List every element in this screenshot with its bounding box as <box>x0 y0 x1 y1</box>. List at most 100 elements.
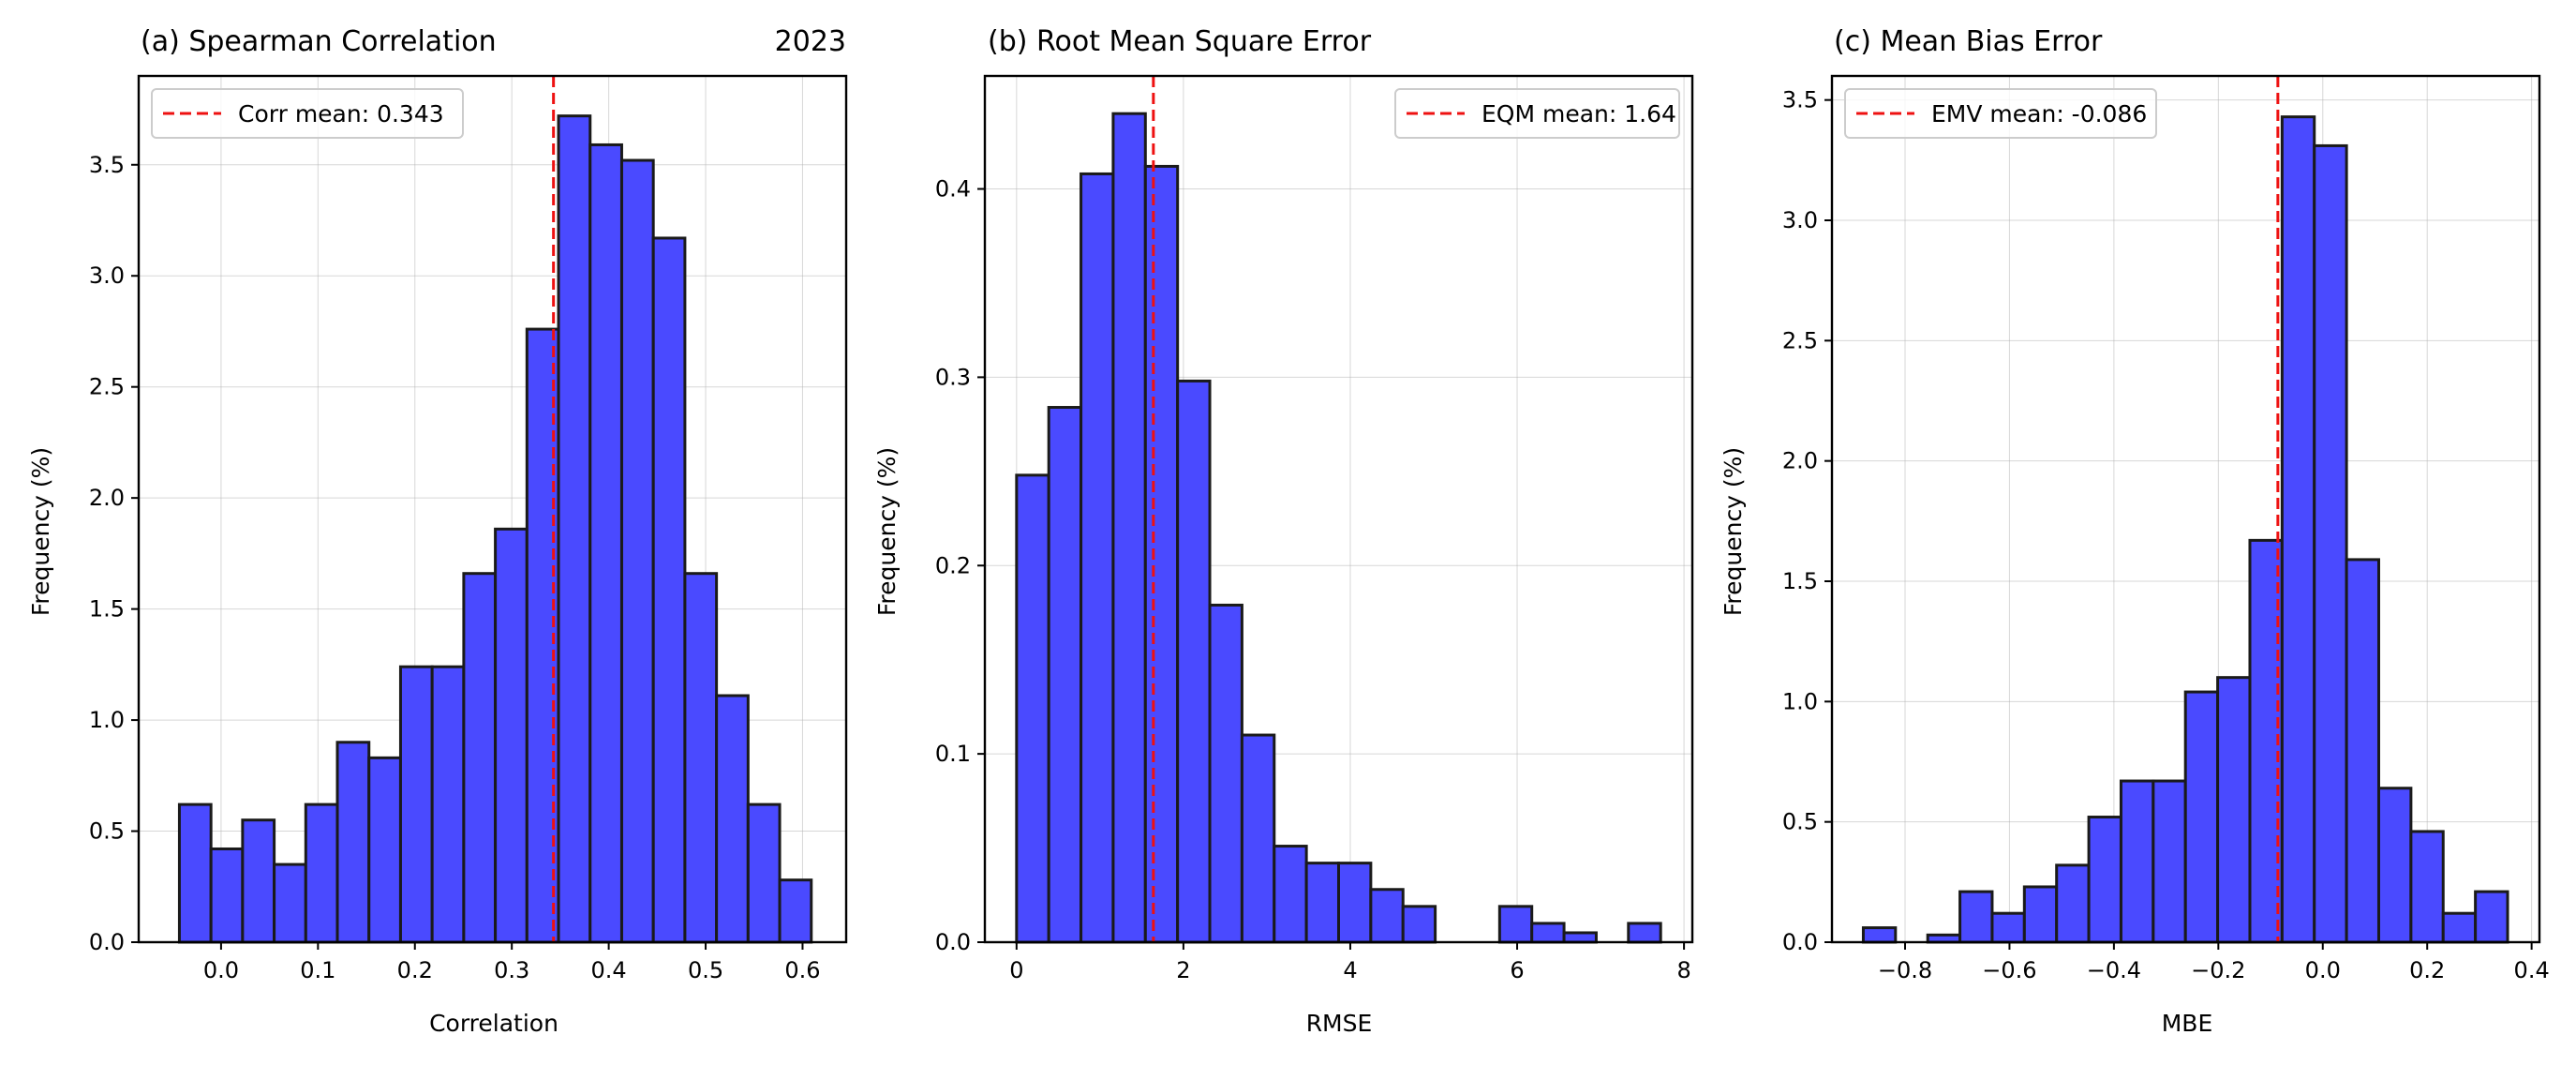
panel-b-bar-6 <box>1208 603 1243 944</box>
panel-b-legend-box <box>1394 88 1680 139</box>
panel-a-bar-2 <box>241 818 276 944</box>
panel-b-bar-10 <box>1337 862 1373 944</box>
panel-a-xtick-label-2: 0.2 <box>397 957 433 983</box>
panel-a-ytick-label-1: 0.5 <box>89 818 125 845</box>
panel-a-bar-14 <box>619 158 655 944</box>
panel-a-ytick-label-4: 2.0 <box>89 485 125 511</box>
panel-a-xtick-label-6: 0.6 <box>784 957 820 983</box>
panel-a-bar-5 <box>335 741 371 944</box>
panel-c-bar-0 <box>1861 926 1898 944</box>
panel-b-ylabel: Frequency (%) <box>873 447 901 616</box>
panel-b-bar-2 <box>1080 172 1115 944</box>
panel-a-bar-19 <box>778 878 813 944</box>
panel-b-bar-17 <box>1562 931 1598 944</box>
panel-a-xtick-label-5: 0.5 <box>688 957 723 983</box>
panel-a-ytick-label-0: 0.0 <box>89 929 125 955</box>
panel-c-bar-13 <box>2280 115 2316 944</box>
panel-b-bar-3 <box>1111 112 1147 944</box>
panel-a-bar-3 <box>273 862 307 944</box>
panel-a-bar-15 <box>651 236 687 944</box>
panel-b-xtick-label-1: 2 <box>1176 957 1190 983</box>
panel-a-bar-7 <box>398 665 434 944</box>
panel-b-xtick-label-2: 4 <box>1343 957 1357 983</box>
panel-b-legend: EQM mean: 1.64 <box>1394 88 1680 139</box>
panel-c-xtick-label-5: 0.2 <box>2409 957 2445 983</box>
panel-b-bar-9 <box>1304 862 1341 944</box>
panel-c-frame <box>1830 74 2541 944</box>
panel-a-xtick-label-0: 0.0 <box>203 957 239 983</box>
panel-c-legend: EMV mean: -0.086 <box>1844 88 2157 139</box>
panel-a-year: 2023 <box>775 25 846 58</box>
panel-c-legend-label: EMV mean: -0.086 <box>1931 100 2147 128</box>
panel-c-ylabel: Frequency (%) <box>1720 447 1747 616</box>
panel-b-ytick-label-4: 0.4 <box>935 176 971 202</box>
panel-c-xtick-label-1: −0.6 <box>1982 957 2036 983</box>
panel-c-bar-11 <box>2216 676 2252 944</box>
panel-c-ytick-label-4: 2.0 <box>1782 448 1818 474</box>
panel-b-xtick-label-4: 8 <box>1676 957 1690 983</box>
panel-a-ytick-label-7: 3.5 <box>89 152 125 178</box>
panel-c-bar-3 <box>1958 890 1994 944</box>
panel-a-frame <box>137 74 848 944</box>
panel-c-ytick-label-0: 0.0 <box>1782 929 1818 955</box>
panel-c-bar-16 <box>2376 787 2413 944</box>
panel-a-legend-label: Corr mean: 0.343 <box>238 100 444 128</box>
panel-c: (c) Mean Bias Error MBE Frequency (%) −0… <box>1720 25 2550 1037</box>
panel-c-bar-19 <box>2474 890 2509 944</box>
panel-b-bar-5 <box>1176 379 1212 944</box>
panel-c-bar-9 <box>2152 779 2187 944</box>
panel-a-bar-16 <box>683 572 719 944</box>
panel-a-legend-box <box>151 88 464 139</box>
panel-a-ytick-label-3: 1.5 <box>89 596 125 622</box>
panel-b-ytick-label-2: 0.2 <box>935 552 971 578</box>
panel-a-bar-8 <box>430 665 466 944</box>
panel-c-xtick-label-3: −0.2 <box>2191 957 2245 983</box>
panel-c-xtick-label-6: 0.4 <box>2514 957 2550 983</box>
panel-a-bar-0 <box>177 802 213 944</box>
panel-a-ylabel: Frequency (%) <box>27 447 54 616</box>
panel-a-legend: Corr mean: 0.343 <box>151 88 464 139</box>
panel-c-bar-8 <box>2119 779 2155 944</box>
panel-c-xlabel: MBE <box>2162 1010 2213 1037</box>
panel-b-bar-11 <box>1369 888 1405 944</box>
panel-a-xtick-label-3: 0.3 <box>494 957 529 983</box>
panel-a-xtick-label-4: 0.4 <box>591 957 627 983</box>
panel-b-bar-1 <box>1047 406 1083 944</box>
panel-b-xtick-label-3: 6 <box>1510 957 1524 983</box>
panel-b-legend-label: EQM mean: 1.64 <box>1482 100 1676 128</box>
panel-c-ytick-label-3: 1.5 <box>1782 568 1818 594</box>
panel-a-bar-12 <box>557 114 592 944</box>
panel-b-plot: 0 2 4 6 8 0.0 0.1 0.2 0.3 0.4 EQM mean: 1.64 <box>935 74 1694 983</box>
panel-c-bar-7 <box>2087 816 2122 944</box>
panel-c-ytick-label-6: 3.0 <box>1782 207 1818 233</box>
panel-a-ytick-label-6: 3.0 <box>89 262 125 289</box>
panel-c-bar-6 <box>2055 863 2091 944</box>
panel-a-bar-9 <box>462 572 498 944</box>
panel-c-ytick-label-1: 0.5 <box>1782 809 1818 835</box>
panel-a-bar-4 <box>304 802 339 944</box>
panel-b-bar-4 <box>1143 164 1180 944</box>
panel-b-bar-7 <box>1240 733 1276 944</box>
panel-a-bar-1 <box>209 847 245 944</box>
panel-b-ytick-label-3: 0.3 <box>935 364 971 390</box>
panel-b-bar-0 <box>1015 473 1050 944</box>
panel-b-bar-15 <box>1497 905 1534 944</box>
panel-a-xlabel: Correlation <box>429 1010 558 1037</box>
panel-a-ytick-label-5: 2.5 <box>89 374 125 400</box>
panel-b: (b) Root Mean Square Error RMSE Frequenc… <box>873 25 1694 1037</box>
panel-a-ytick-label-2: 1.0 <box>89 707 125 733</box>
panel-a-xtick-label-1: 0.1 <box>300 957 335 983</box>
panel-b-xtick-label-0: 0 <box>1009 957 1023 983</box>
panel-a-bar-17 <box>715 694 750 944</box>
panel-c-title: (c) Mean Bias Error <box>1834 25 2103 58</box>
panel-b-bar-16 <box>1530 922 1566 944</box>
panel-c-bar-10 <box>2183 690 2220 944</box>
panel-b-bar-12 <box>1401 905 1437 944</box>
panel-a-plot: 0.0 0.1 0.2 0.3 0.4 0.5 0.6 0.0 0.5 1.0 1.5 2.0 2.5 3… <box>89 74 848 983</box>
panel-c-legend-box <box>1844 88 2157 139</box>
panel-b-title: (b) Root Mean Square Error <box>988 25 1372 58</box>
panel-a-bar-13 <box>588 142 623 944</box>
panel-a-bar-18 <box>746 802 782 944</box>
panel-b-ytick-label-0: 0.0 <box>935 929 971 955</box>
panel-c-bar-4 <box>1990 911 2026 944</box>
